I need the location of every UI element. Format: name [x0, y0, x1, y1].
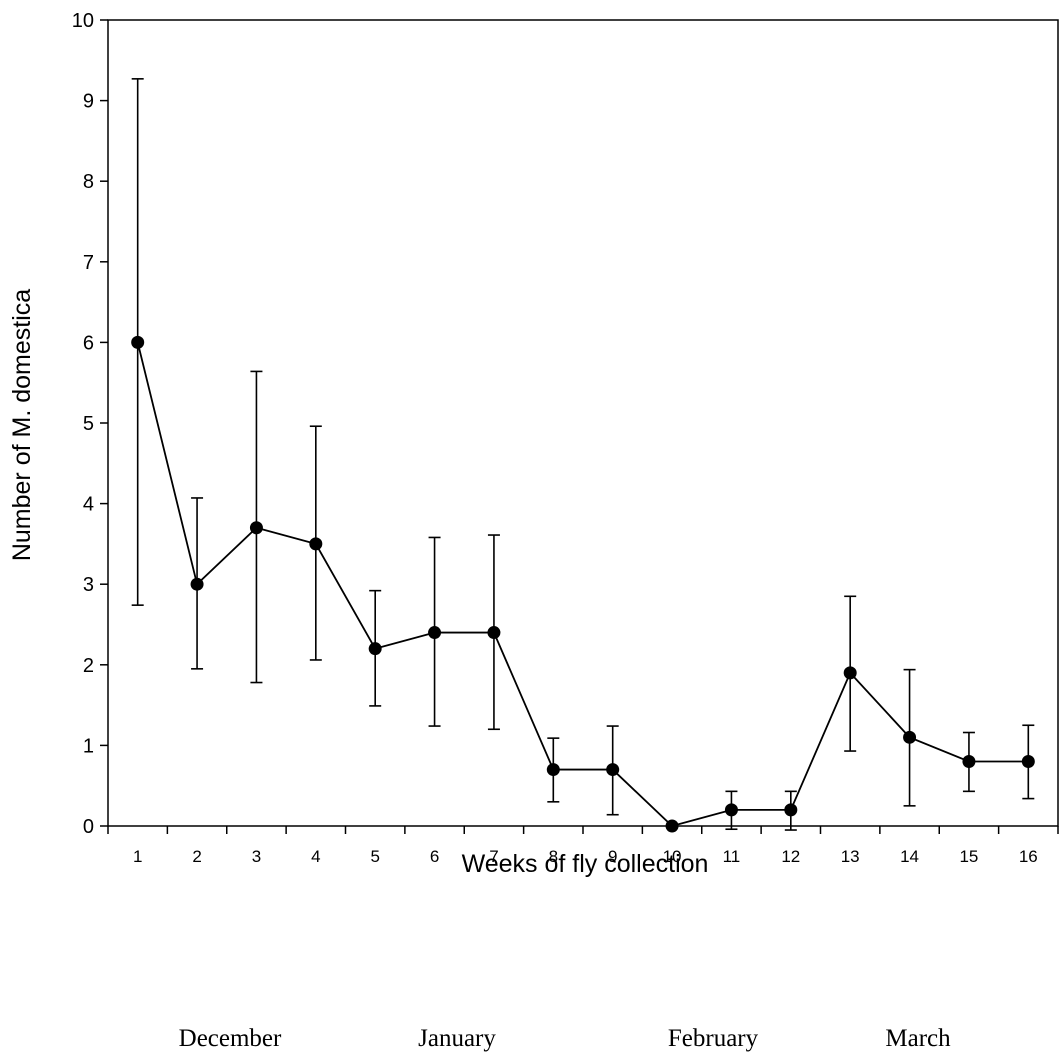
data-point — [487, 626, 501, 640]
plot-frame — [107, 19, 1059, 827]
y-axis-label: Number of M. domestica — [8, 289, 36, 561]
x-tick-label: 15 — [959, 847, 978, 866]
y-tick-label: 6 — [83, 332, 94, 354]
series-line — [136, 342, 1029, 828]
data-point — [309, 537, 323, 551]
y-tick-label: 3 — [83, 574, 94, 596]
series-polyline — [136, 342, 1029, 828]
data-point — [546, 763, 560, 777]
data-point — [724, 803, 738, 817]
month-label: March — [885, 1025, 951, 1052]
x-tick-label: 7 — [489, 847, 498, 866]
month-label: December — [179, 1025, 282, 1052]
data-points — [131, 335, 1035, 833]
data-point — [190, 577, 204, 591]
x-tick-label: 11 — [723, 847, 741, 866]
data-point — [428, 626, 442, 640]
y-tick-label: 4 — [83, 494, 94, 516]
y-tick-label: 10 — [72, 10, 94, 32]
y-tick-label: 1 — [83, 735, 94, 757]
y-tick-label: 5 — [83, 413, 94, 435]
y-tick-label: 2 — [83, 655, 94, 677]
data-point — [665, 819, 679, 833]
y-tick-label: 9 — [83, 91, 94, 113]
y-axis-ticks: 0 1 2 3 4 5 6 7 8 9 10 — [72, 10, 108, 838]
axes — [107, 19, 1059, 827]
data-point — [131, 335, 145, 349]
x-tick-label: 12 — [781, 847, 800, 866]
x-tick-label: 16 — [1019, 847, 1038, 866]
data-point — [843, 666, 857, 680]
x-tick-label: 10 — [663, 847, 682, 866]
x-tick-label: 8 — [549, 847, 558, 866]
x-tick-label: 13 — [841, 847, 860, 866]
x-tick-label: 14 — [900, 847, 919, 866]
data-point — [606, 763, 620, 777]
x-tick-label: 6 — [430, 847, 439, 866]
x-tick-label: 3 — [252, 847, 261, 866]
data-point — [368, 642, 382, 656]
month-label: February — [668, 1025, 759, 1052]
data-point — [962, 755, 976, 769]
month-labels: December January February March — [179, 1025, 951, 1052]
x-axis-ticks: 1 2 3 4 5 6 7 8 9 10 11 12 13 14 15 16 — [107, 826, 1059, 866]
y-tick-label: 7 — [83, 252, 94, 274]
error-bars — [131, 78, 1035, 831]
x-tick-label: 9 — [608, 847, 617, 866]
y-tick-label: 8 — [83, 171, 94, 193]
month-label: January — [418, 1025, 496, 1052]
data-point — [1021, 755, 1035, 769]
x-tick-label: 4 — [311, 847, 320, 866]
x-tick-label: 2 — [192, 847, 201, 866]
x-axis-label: Weeks of fly collection — [462, 850, 709, 878]
y-tick-label: 0 — [83, 816, 94, 838]
x-tick-label: 5 — [370, 847, 379, 866]
data-point — [903, 730, 917, 744]
data-point — [249, 521, 263, 535]
x-tick-label: 1 — [133, 847, 142, 866]
data-point — [784, 803, 798, 817]
